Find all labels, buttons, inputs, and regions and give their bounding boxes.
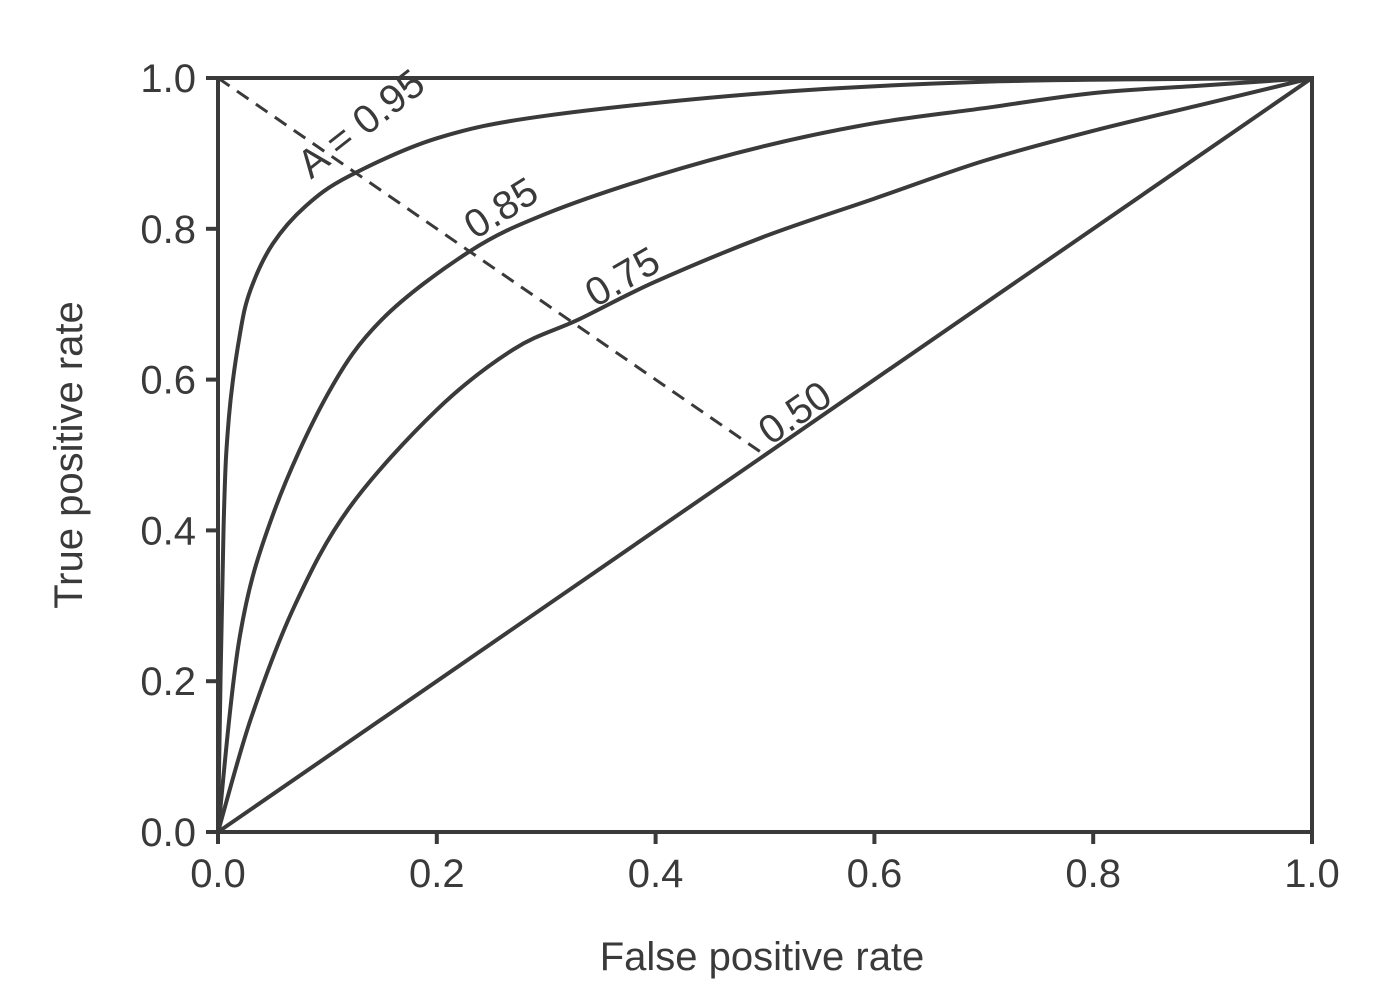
dashed-reference-line [217,76,766,457]
x-tick-label: 0.4 [628,852,684,896]
x-tick-label: 1.0 [1284,852,1340,896]
x-tick-label: 0.0 [190,852,246,896]
y-axis-label: True positive rate [47,301,91,609]
y-tick-label: 0.4 [140,509,196,553]
x-tick-label: 0.8 [1065,852,1121,896]
x-axis-label: False positive rate [600,935,925,979]
plot-frame [216,76,1314,834]
roc-curve-0-75 [216,76,1313,833]
curve-label-0-75: 0.75 [578,239,667,316]
roc-curve-0-5 [216,76,1314,834]
y-tick-label: 0.8 [140,208,196,252]
curve-label-0-5: 0.50 [751,373,840,453]
axis-ticks: 0.0 0.2 0.4 0.6 0.8 1.0 0.0 0.2 0.4 0.6 0.8 1.0 [140,57,1339,896]
curve-label-0-85: 0.85 [457,169,546,248]
x-tick-label: 0.2 [409,852,465,896]
y-tick-label: 0.0 [140,811,196,855]
x-tick-label: 0.6 [847,852,903,896]
y-tick-label: 0.2 [140,660,196,704]
curve-labels: A = 0.950.850.750.50 [289,61,839,453]
roc-curves [216,76,1314,834]
y-tick-label: 1.0 [140,57,196,101]
y-tick-label: 0.6 [140,359,196,403]
roc-curve-0-85 [216,76,1313,833]
